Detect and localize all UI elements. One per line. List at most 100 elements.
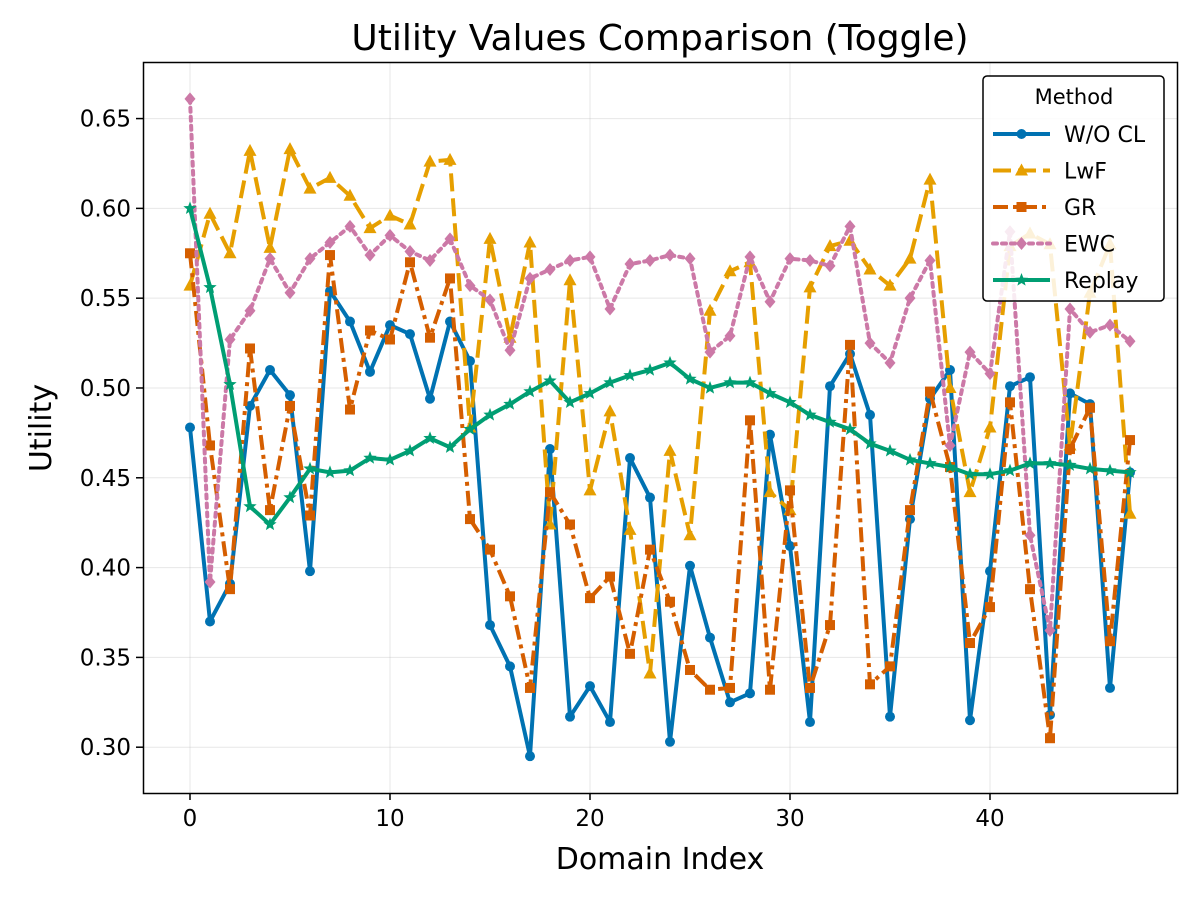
legend-marker-w-o-cl bbox=[1016, 129, 1027, 139]
data-point-gr bbox=[1005, 397, 1015, 408]
data-point-w-o-cl bbox=[545, 444, 555, 455]
data-point-lwf bbox=[263, 240, 277, 253]
data-point-w-o-cl bbox=[305, 566, 315, 577]
data-point-gr bbox=[1125, 435, 1135, 446]
data-point-gr bbox=[225, 584, 235, 595]
data-point-ewc bbox=[1104, 318, 1116, 332]
data-point-gr bbox=[825, 620, 835, 631]
data-point-ewc bbox=[324, 236, 336, 250]
data-point-ewc bbox=[604, 302, 616, 316]
data-point-lwf bbox=[983, 420, 997, 433]
data-point-ewc bbox=[864, 336, 876, 350]
data-point-gr bbox=[245, 343, 255, 354]
data-point-gr bbox=[745, 415, 755, 426]
series-line-lwf bbox=[188, 147, 1132, 676]
data-point-w-o-cl bbox=[345, 316, 355, 327]
data-point-w-o-cl bbox=[785, 541, 795, 552]
data-point-ewc bbox=[424, 253, 436, 267]
data-point-w-o-cl bbox=[405, 329, 415, 340]
data-point-ewc bbox=[944, 438, 956, 452]
data-point-replay bbox=[563, 395, 577, 409]
data-point-ewc bbox=[1084, 325, 1096, 339]
data-point-ewc bbox=[624, 257, 636, 271]
data-point-replay bbox=[503, 397, 517, 410]
data-point-ewc bbox=[724, 329, 736, 343]
data-point-gr bbox=[905, 505, 915, 516]
data-point-replay bbox=[583, 386, 597, 400]
data-point-replay bbox=[523, 384, 537, 398]
data-point-ewc bbox=[544, 262, 556, 276]
data-point-replay bbox=[823, 415, 837, 428]
data-point-lwf bbox=[603, 404, 617, 417]
data-point-replay bbox=[983, 467, 997, 480]
data-point-lwf bbox=[763, 485, 777, 498]
data-point-gr bbox=[405, 257, 415, 268]
series-line-w-o-cl bbox=[188, 289, 1132, 759]
data-point-lwf bbox=[243, 143, 257, 156]
data-point-gr bbox=[425, 332, 435, 343]
data-point-gr bbox=[985, 602, 995, 613]
data-point-ewc bbox=[304, 252, 316, 266]
data-point-replay bbox=[343, 463, 357, 477]
data-point-replay bbox=[1003, 463, 1017, 477]
data-point-gr bbox=[785, 485, 795, 496]
data-point-ewc bbox=[764, 295, 776, 309]
data-point-w-o-cl bbox=[285, 390, 295, 401]
y-tick-label: 0.45 bbox=[80, 466, 131, 492]
y-tick-label: 0.55 bbox=[80, 286, 131, 312]
data-point-ewc bbox=[984, 367, 996, 381]
data-point-lwf bbox=[803, 280, 817, 293]
data-point-lwf bbox=[643, 666, 657, 679]
data-point-ewc bbox=[804, 253, 816, 267]
data-point-lwf bbox=[903, 251, 917, 264]
data-point-lwf bbox=[363, 221, 377, 234]
data-point-replay bbox=[923, 456, 937, 470]
y-tick-label: 0.60 bbox=[80, 196, 131, 222]
data-point-gr bbox=[645, 544, 655, 555]
x-tick-label: 20 bbox=[575, 806, 604, 832]
data-point-replay bbox=[1023, 456, 1037, 470]
data-point-gr bbox=[805, 682, 815, 693]
data-point-gr bbox=[485, 544, 495, 555]
data-point-gr bbox=[525, 682, 535, 693]
data-point-gr bbox=[465, 514, 475, 525]
data-point-replay bbox=[943, 460, 957, 473]
legend-item-w-o-cl: W/O CL bbox=[993, 123, 1146, 148]
data-point-ewc bbox=[704, 345, 716, 359]
data-point-replay bbox=[743, 375, 757, 389]
data-point-ewc bbox=[344, 219, 356, 233]
data-point-lwf bbox=[963, 485, 977, 498]
legend-label-replay: Replay bbox=[1064, 269, 1138, 294]
data-point-replay bbox=[323, 465, 337, 479]
data-point-replay bbox=[683, 372, 697, 385]
data-point-replay bbox=[783, 395, 797, 409]
data-point-ewc bbox=[824, 259, 836, 273]
data-point-ewc bbox=[224, 332, 236, 346]
data-point-w-o-cl bbox=[485, 620, 495, 631]
data-point-replay bbox=[723, 375, 737, 389]
series-ewc bbox=[184, 92, 1136, 637]
data-point-w-o-cl bbox=[505, 661, 515, 672]
data-point-w-o-cl bbox=[825, 381, 835, 392]
data-point-replay bbox=[543, 373, 557, 387]
data-point-gr bbox=[965, 638, 975, 649]
data-point-gr bbox=[265, 505, 275, 516]
data-point-replay bbox=[643, 363, 657, 376]
data-point-w-o-cl bbox=[585, 681, 595, 692]
data-point-replay bbox=[863, 436, 877, 450]
data-point-gr bbox=[505, 591, 515, 602]
data-point-lwf bbox=[563, 273, 577, 286]
data-point-lwf bbox=[383, 208, 397, 221]
legend-label-gr: GR bbox=[1064, 196, 1096, 221]
data-point-replay bbox=[803, 407, 817, 421]
data-point-replay bbox=[843, 422, 857, 435]
data-point-gr bbox=[1085, 402, 1095, 413]
data-point-lwf bbox=[823, 239, 837, 252]
y-tick-label: 0.40 bbox=[80, 556, 131, 582]
data-point-w-o-cl bbox=[745, 688, 755, 699]
data-point-gr bbox=[1065, 444, 1075, 455]
data-point-w-o-cl bbox=[185, 422, 195, 433]
data-point-ewc bbox=[1064, 302, 1076, 316]
data-point-gr bbox=[1025, 584, 1035, 595]
data-point-replay bbox=[403, 443, 417, 457]
